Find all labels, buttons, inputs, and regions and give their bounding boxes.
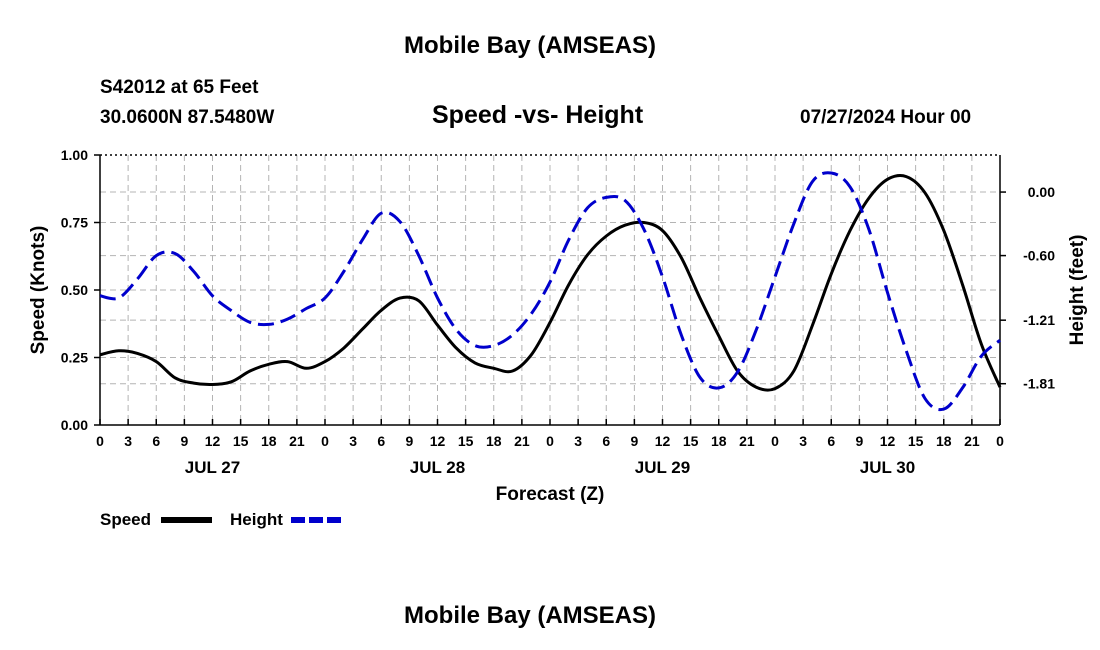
x-tick-label: 18 bbox=[936, 433, 952, 449]
x-tick-label: 18 bbox=[261, 433, 277, 449]
x-tick-label: 0 bbox=[996, 433, 1004, 449]
x-tick-label: 0 bbox=[321, 433, 329, 449]
legend-height-label: Height bbox=[230, 510, 283, 529]
x-tick-label: 21 bbox=[964, 433, 980, 449]
series bbox=[99, 171, 1002, 412]
x-tick-label: 3 bbox=[349, 433, 357, 449]
y2-tick-label: -0.60 bbox=[1023, 248, 1055, 264]
y-tick-label: 0.50 bbox=[61, 282, 88, 298]
y2-tick-label: -1.21 bbox=[1023, 312, 1055, 328]
y2-tick-label: 0.00 bbox=[1028, 184, 1055, 200]
x-tick-label: 21 bbox=[289, 433, 305, 449]
legend: Speed Height bbox=[100, 510, 342, 529]
x-tick-label: 15 bbox=[683, 433, 699, 449]
x-tick-label: 3 bbox=[124, 433, 132, 449]
x-tick-label: 21 bbox=[739, 433, 755, 449]
x-tick-label: 18 bbox=[486, 433, 502, 449]
height-series-line bbox=[99, 171, 1001, 412]
x-tick-label: 6 bbox=[377, 433, 385, 449]
x-tick-label: 9 bbox=[855, 433, 863, 449]
x-tick-label: 9 bbox=[405, 433, 413, 449]
chart-title: Mobile Bay (AMSEAS) bbox=[404, 32, 657, 59]
x-tick-label: 21 bbox=[514, 433, 530, 449]
x-tick-label: 15 bbox=[908, 433, 924, 449]
coordinates-label: 30.0600N 87.5480W bbox=[100, 107, 275, 128]
x-tick-label: 3 bbox=[574, 433, 582, 449]
x-tick-label: 18 bbox=[711, 433, 727, 449]
day-label: JUL 28 bbox=[410, 458, 465, 477]
y2-tick-label: -1.81 bbox=[1023, 376, 1055, 392]
legend-speed-label: Speed bbox=[100, 510, 151, 529]
x-tick-label: 3 bbox=[799, 433, 807, 449]
y-tick-label: 0.00 bbox=[61, 417, 88, 433]
speed-series-line bbox=[99, 173, 1002, 392]
x-tick-label: 12 bbox=[205, 433, 221, 449]
x-tick-label: 15 bbox=[233, 433, 249, 449]
y-tick-label: 1.00 bbox=[61, 147, 88, 163]
forecast-time-label: 07/27/2024 Hour 00 bbox=[800, 107, 972, 128]
x-tick-label: 6 bbox=[152, 433, 160, 449]
footer-title: Mobile Bay (AMSEAS) bbox=[404, 602, 657, 629]
x-tick-label: 12 bbox=[880, 433, 896, 449]
y-axis-title: Speed (Knots) bbox=[28, 226, 49, 355]
grid bbox=[100, 155, 1000, 425]
x-tick-label: 6 bbox=[827, 433, 835, 449]
x-tick-label: 6 bbox=[602, 433, 610, 449]
day-label: JUL 30 bbox=[860, 458, 915, 477]
y-tick-label: 0.25 bbox=[61, 350, 88, 366]
x-tick-label: 12 bbox=[430, 433, 446, 449]
x-tick-label: 0 bbox=[771, 433, 779, 449]
x-tick-label: 12 bbox=[655, 433, 671, 449]
chart-subtitle: Speed -vs- Height bbox=[432, 101, 644, 129]
y2-axis-title: Height (feet) bbox=[1067, 235, 1088, 346]
axis-labels: 0 3 6 9 12 15 18 21 0 3 6 9 12 15 18 21 0 3 6 9 12 15 18 21 0 3 6 9… bbox=[28, 147, 1088, 505]
x-axis-title: Forecast (Z) bbox=[496, 484, 605, 505]
day-label: JUL 29 bbox=[635, 458, 690, 477]
x-tick-label: 0 bbox=[546, 433, 554, 449]
x-tick-label: 0 bbox=[96, 433, 104, 449]
day-label: JUL 27 bbox=[185, 458, 240, 477]
y-tick-label: 0.75 bbox=[61, 215, 88, 231]
x-tick-label: 9 bbox=[180, 433, 188, 449]
axes bbox=[94, 154, 1006, 426]
x-tick-label: 9 bbox=[630, 433, 638, 449]
station-label: S42012 at 65 Feet bbox=[100, 77, 259, 98]
x-tick-label: 15 bbox=[458, 433, 474, 449]
